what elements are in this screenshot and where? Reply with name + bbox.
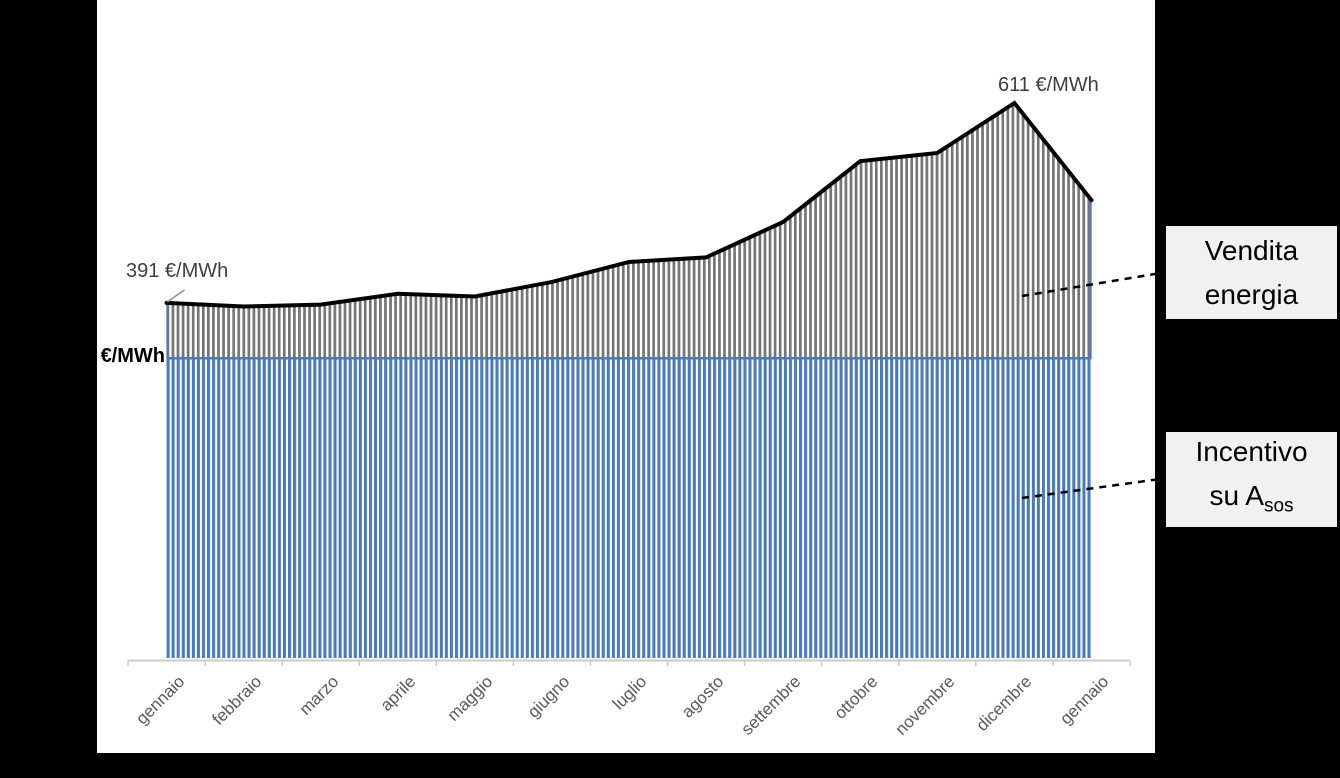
annotation-peak-value: 611 €/MWh [998,74,1099,96]
callout-dash-vendita [1021,271,1165,298]
legend-vendita-line2: energia [1204,278,1299,310]
callout-dash-incentivo [1021,477,1165,500]
legend-incentivo-subscript: sos [1263,495,1294,517]
vendita-energia-line [164,100,1094,309]
annotation-leader-line [167,289,185,303]
y-axis-unit-label: €/MWh [100,345,165,367]
legend-vendita-line1: Vendita [1204,234,1299,266]
incentivo-band [166,358,1092,658]
legend-vendita-energia: Vendita energia [1166,226,1337,319]
annotation-start-value: 391 €/MWh [126,260,229,282]
legend-incentivo-asos: Incentivo su Asos [1166,432,1337,527]
legend-incentivo-line2: su Asos [1166,474,1337,529]
legend-incentivo-line2-main: su A [1209,480,1264,512]
legend-incentivo-line1: Incentivo [1195,436,1308,468]
